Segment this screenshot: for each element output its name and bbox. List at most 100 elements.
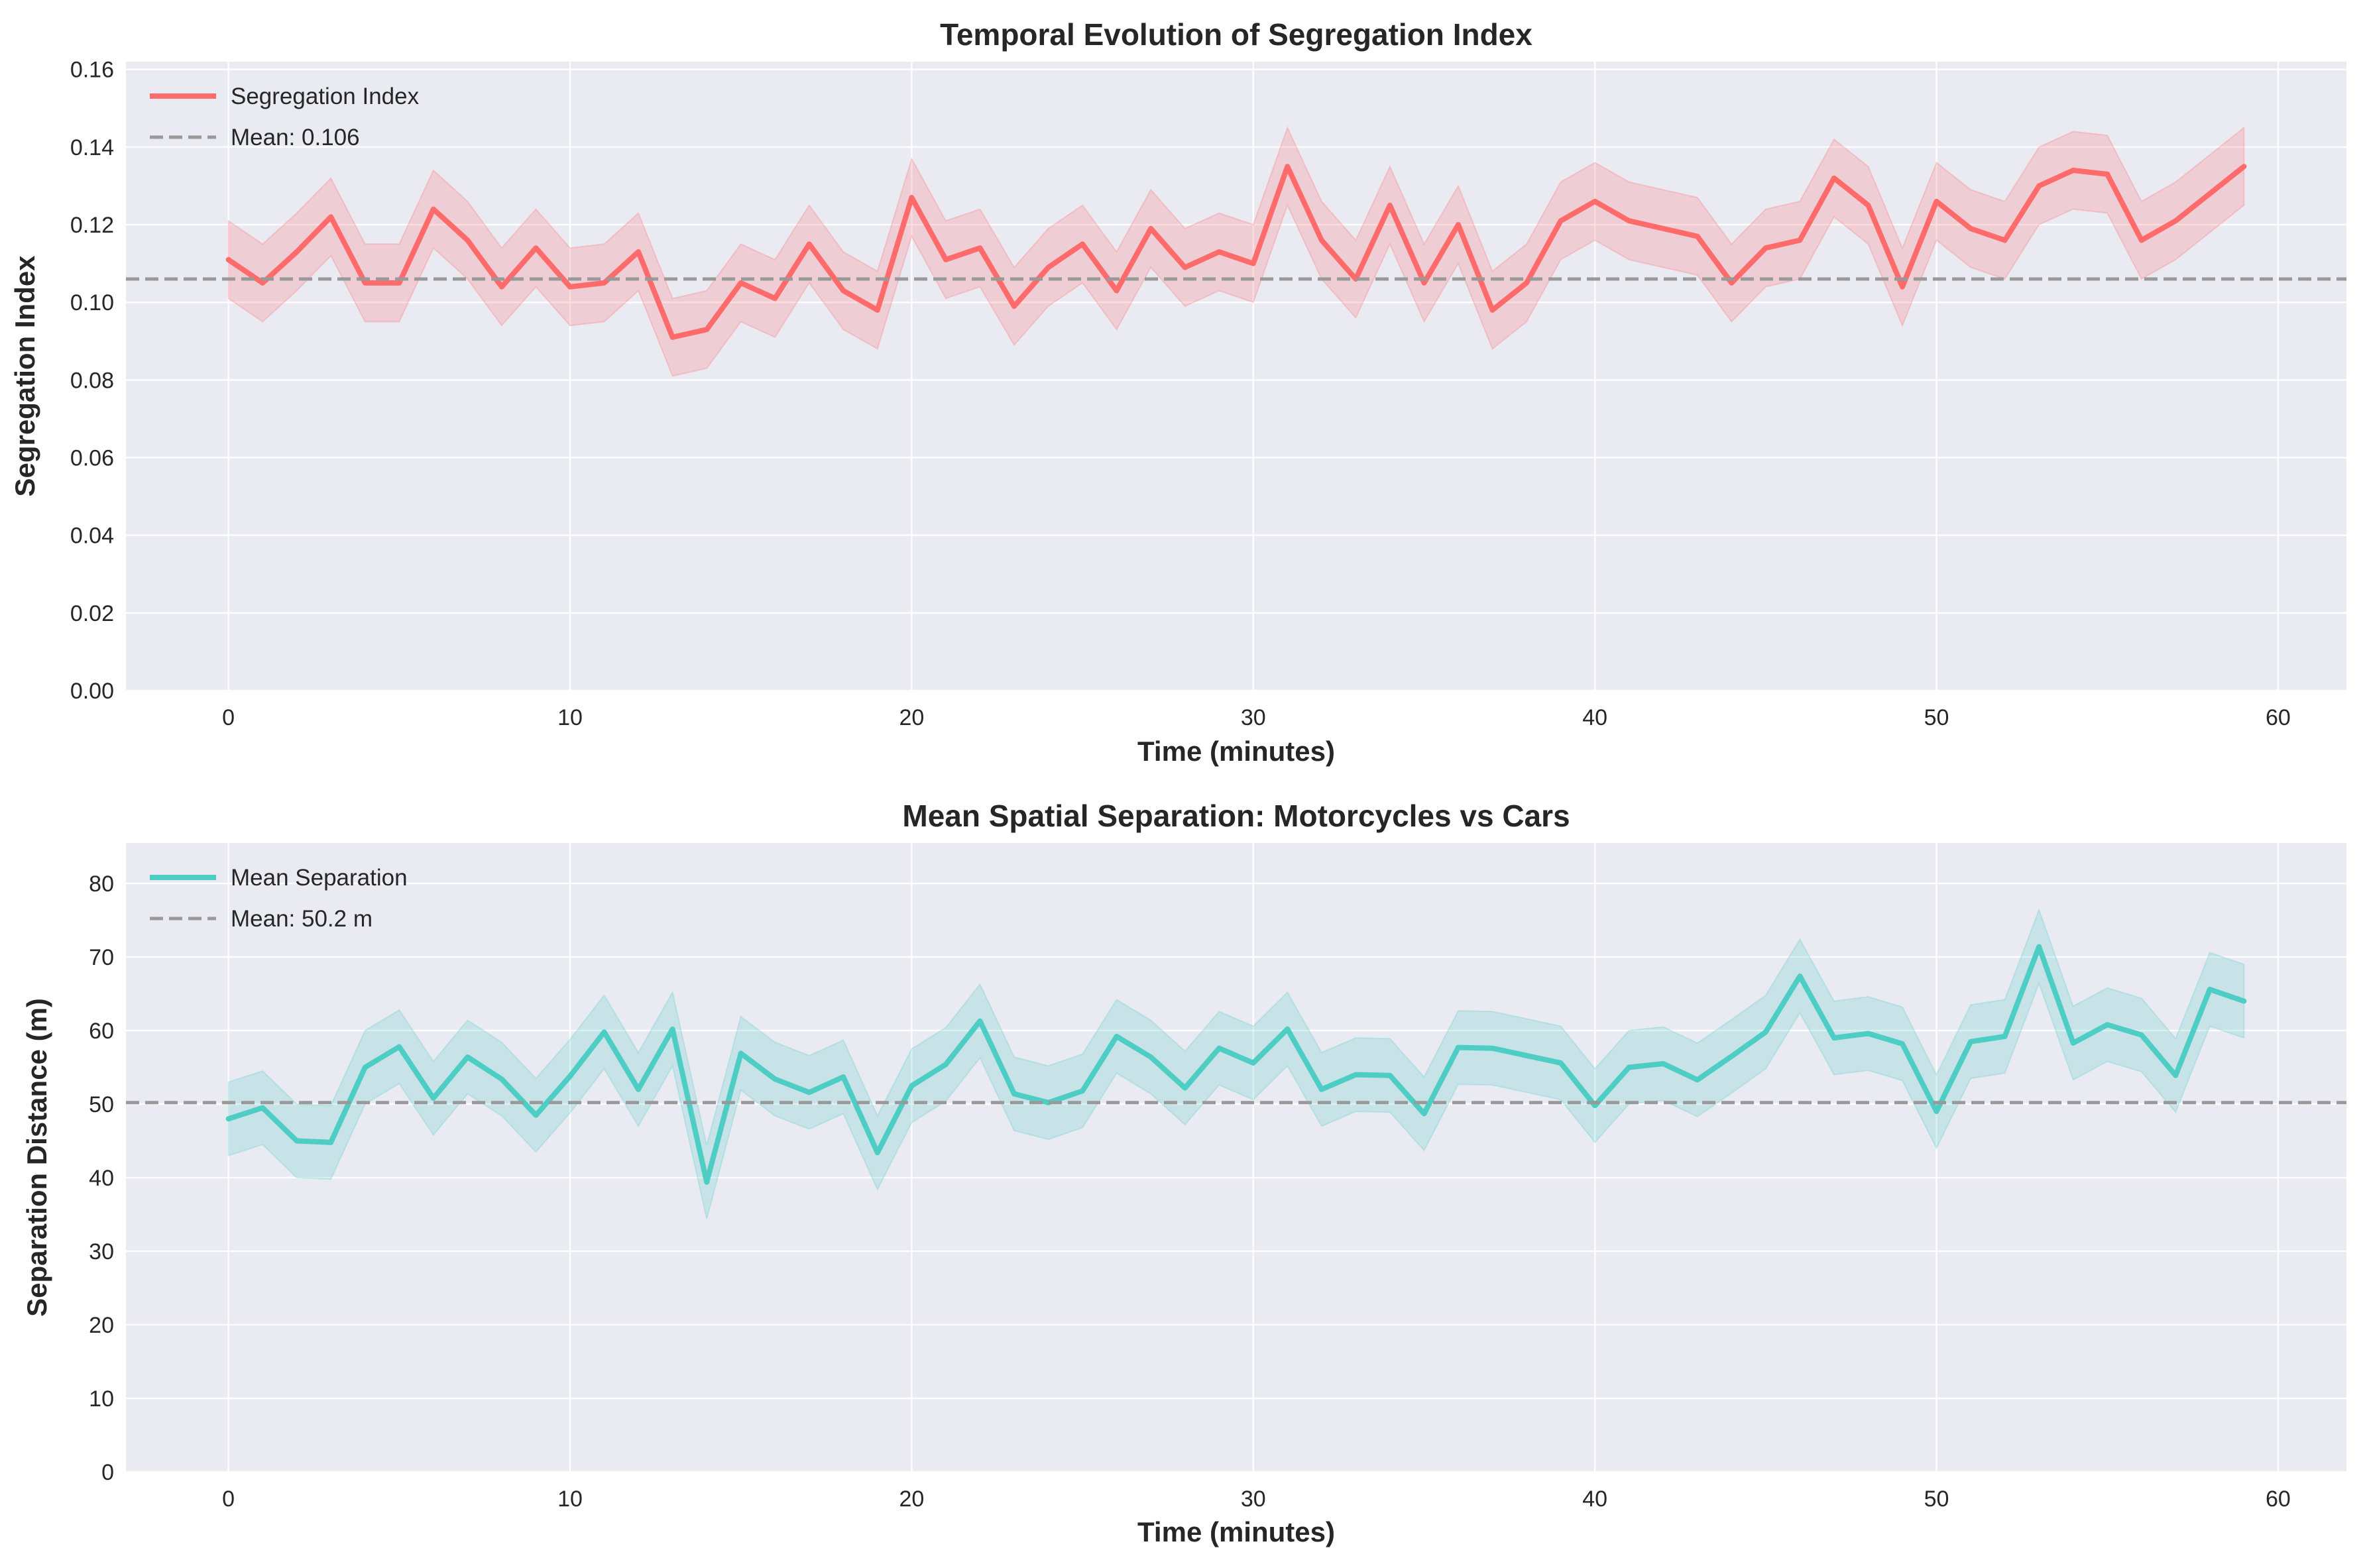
data-point (328, 1140, 333, 1145)
data-point (2139, 237, 2144, 243)
data-point (1148, 226, 1153, 231)
data-point (1627, 1065, 1632, 1070)
data-point (1831, 176, 1837, 181)
data-point (1797, 974, 1802, 979)
data-point (465, 1054, 470, 1060)
data-point (602, 280, 607, 286)
data-point (1763, 1029, 1768, 1035)
y-tick-label: 40 (89, 1166, 114, 1191)
data-point (875, 1150, 880, 1155)
data-point (1216, 249, 1222, 254)
data-point (226, 1116, 231, 1121)
data-point (363, 1065, 368, 1070)
y-tick-label: 0.12 (70, 213, 114, 238)
data-point (1524, 1053, 1529, 1058)
data-point (396, 280, 402, 286)
x-tick-label: 30 (1241, 1486, 1266, 1512)
x-tick-label: 0 (222, 705, 235, 730)
data-point (2207, 987, 2213, 992)
data-point (738, 280, 744, 286)
plot-area (126, 62, 2346, 691)
legend: Mean Separation Mean: 50.2 m (150, 865, 408, 932)
series-line (225, 164, 2247, 340)
data-point (1695, 234, 1700, 239)
data-point (875, 308, 880, 313)
x-tick-label: 10 (557, 705, 583, 730)
data-point (226, 257, 231, 262)
data-point (1251, 261, 1256, 266)
data-point (465, 237, 470, 243)
data-point (772, 1076, 778, 1082)
data-point (670, 335, 675, 340)
data-point (1114, 288, 1120, 294)
data-point (567, 284, 573, 290)
data-point (1046, 264, 1051, 270)
data-point (260, 1105, 265, 1111)
legend: Segregation Index Mean: 0.106 (150, 84, 420, 150)
data-point (1831, 1035, 1837, 1040)
x-tick-label: 40 (1582, 705, 1607, 730)
data-point (602, 1029, 607, 1035)
y-tick-label: 0.02 (70, 601, 114, 626)
series-line (225, 944, 2247, 1185)
data-point (294, 249, 300, 254)
data-point (1148, 1054, 1153, 1060)
data-point (2173, 1073, 2178, 1078)
y-tick-label: 60 (89, 1019, 114, 1044)
data-point (2002, 237, 2008, 243)
chart-title: Temporal Evolution of Segregation Index (940, 17, 1532, 52)
data-point (260, 280, 265, 286)
legend-label-series: Segregation Index (231, 84, 420, 109)
data-point (2105, 172, 2110, 177)
y-tick-label: 0.04 (70, 524, 114, 549)
data-point (1763, 245, 1768, 251)
data-point (533, 1113, 538, 1118)
data-point (636, 249, 641, 254)
x-tick-label: 60 (2266, 1486, 2291, 1512)
y-axis-label: Separation Distance (m) (21, 998, 52, 1317)
x-tick-label: 30 (1241, 705, 1266, 730)
y-tick-label: 30 (89, 1239, 114, 1264)
data-point (431, 207, 436, 212)
y-tick-label: 50 (89, 1092, 114, 1117)
data-point (840, 288, 846, 294)
data-point (1490, 1046, 1495, 1051)
data-point (636, 1087, 641, 1092)
data-point (1456, 1045, 1461, 1050)
data-point (1968, 226, 1973, 231)
data-point (2105, 1022, 2110, 1027)
data-point (1421, 280, 1426, 286)
data-point (1660, 226, 1666, 231)
data-point (294, 1139, 300, 1144)
data-point (1558, 218, 1564, 223)
data-point (431, 1095, 436, 1101)
x-tick-label: 20 (899, 705, 924, 730)
y-tick-label: 80 (89, 871, 114, 897)
legend-label-mean: Mean: 0.106 (231, 125, 360, 150)
data-point (738, 1050, 744, 1056)
data-point (772, 296, 778, 301)
y-tick-label: 70 (89, 945, 114, 970)
data-point (363, 280, 368, 286)
data-point (1216, 1046, 1222, 1051)
x-tick-label: 50 (1924, 1486, 1949, 1512)
data-point (1387, 203, 1393, 208)
data-point (1558, 1060, 1564, 1066)
data-point (1183, 264, 1188, 270)
data-point (909, 195, 914, 200)
data-point (1729, 280, 1734, 286)
x-tick-label: 50 (1924, 705, 1949, 730)
data-point (2071, 1040, 2076, 1046)
y-tick-label: 0.06 (70, 446, 114, 471)
y-axis-label: Segregation Index (9, 255, 40, 497)
x-tick-label: 60 (2266, 705, 2291, 730)
data-point (1627, 218, 1632, 223)
data-point (1660, 1061, 1666, 1066)
data-point (1285, 164, 1290, 169)
data-point (1797, 237, 1802, 243)
data-point (2036, 944, 2042, 950)
y-tick-label: 10 (89, 1386, 114, 1412)
data-point (1524, 280, 1529, 286)
x-tick-label: 10 (557, 1486, 583, 1512)
mean-separation-chart: 0 10 20 30 40 50 60 0 10 20 30 40 50 60 70 80 Mean Spati… (21, 799, 2346, 1547)
